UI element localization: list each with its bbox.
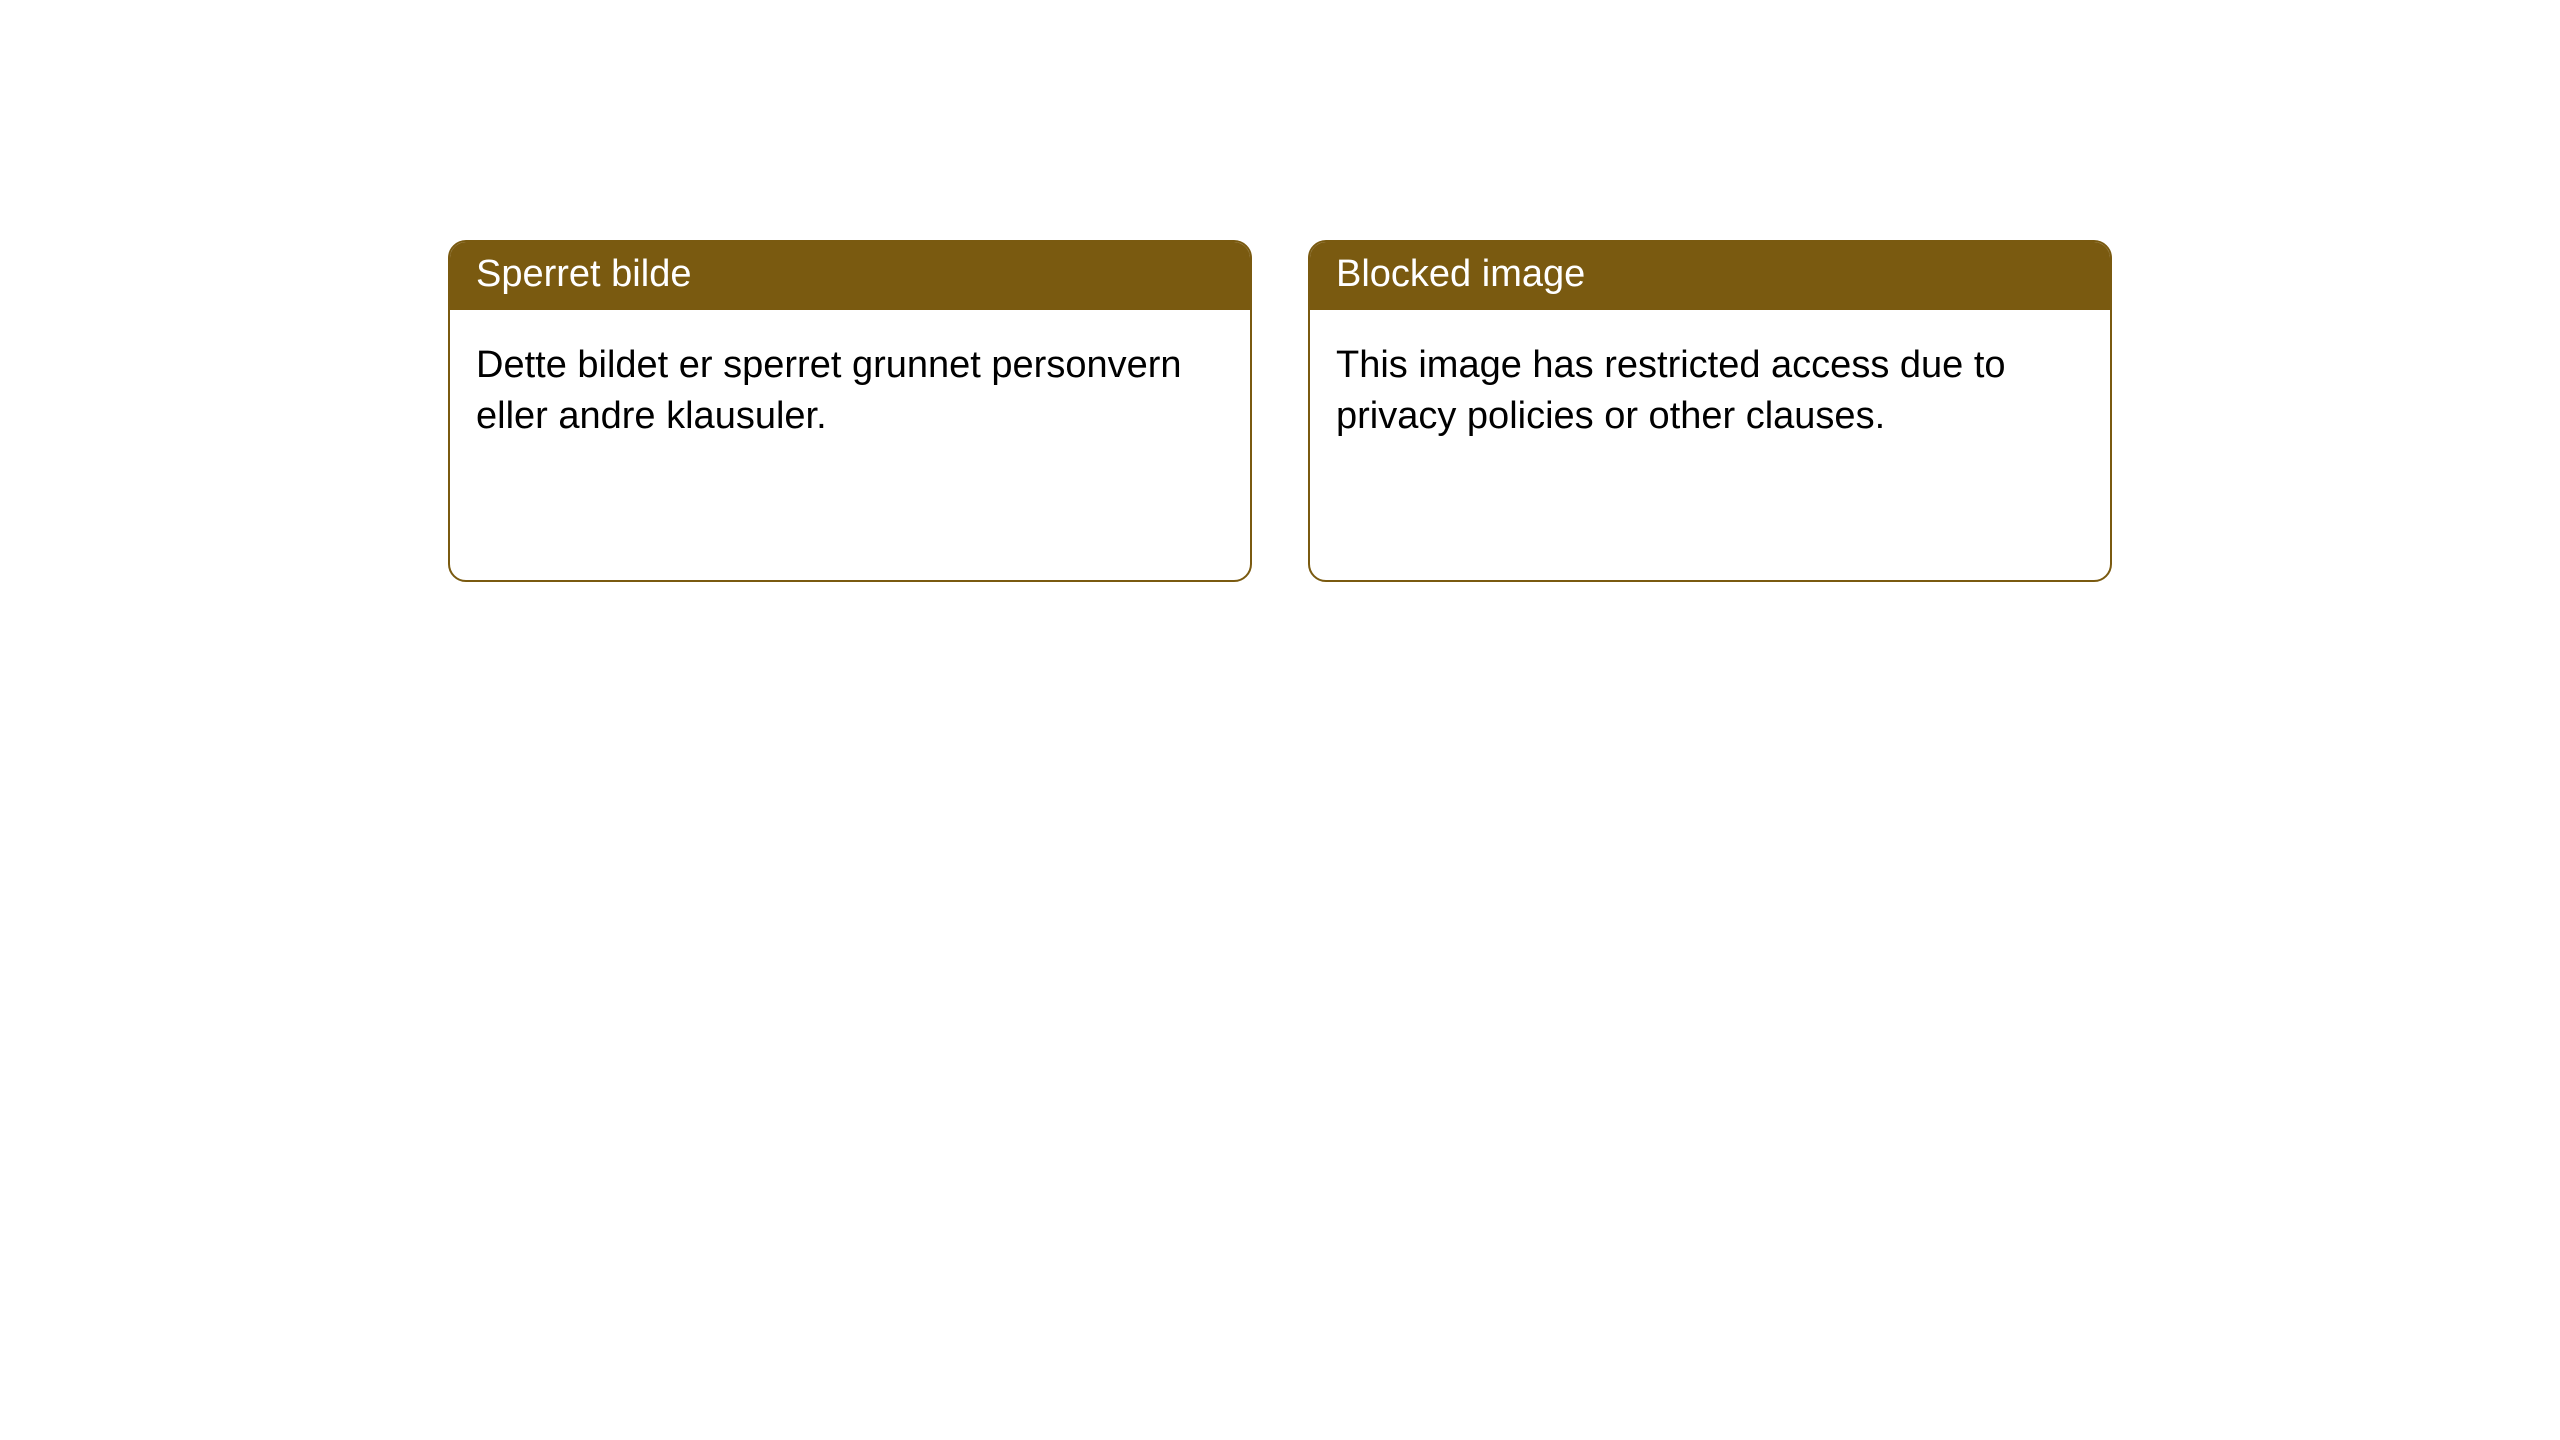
notice-header: Sperret bilde [450, 242, 1250, 310]
notice-message: Dette bildet er sperret grunnet personve… [476, 344, 1182, 437]
notice-body: This image has restricted access due to … [1310, 310, 2110, 580]
notice-card-english: Blocked image This image has restricted … [1308, 240, 2112, 582]
notice-container: Sperret bilde Dette bildet er sperret gr… [0, 0, 2560, 582]
notice-title: Sperret bilde [476, 253, 691, 295]
notice-card-norwegian: Sperret bilde Dette bildet er sperret gr… [448, 240, 1252, 582]
notice-header: Blocked image [1310, 242, 2110, 310]
notice-body: Dette bildet er sperret grunnet personve… [450, 310, 1250, 580]
notice-message: This image has restricted access due to … [1336, 344, 2006, 437]
notice-title: Blocked image [1336, 253, 1585, 295]
